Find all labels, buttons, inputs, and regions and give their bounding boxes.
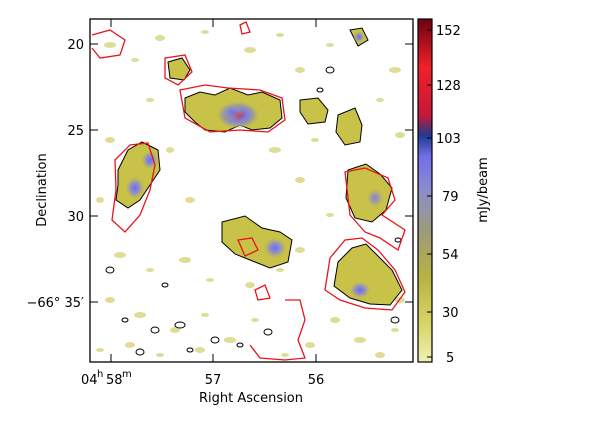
svg-text:58: 58 (106, 373, 123, 388)
colorbar-tick-label: 79 (442, 190, 459, 205)
svg-text:h: h (97, 369, 103, 380)
colorbar-tick-label: 54 (442, 248, 459, 263)
y-tick-label: −66° 35′ (26, 296, 84, 311)
y-axis-title: Declination (35, 153, 50, 227)
colorbar (417, 18, 433, 363)
map-panel (90, 19, 413, 362)
bright-cores (125, 31, 384, 299)
y-tick-label: 20 (67, 38, 84, 53)
svg-text:04: 04 (81, 373, 98, 388)
x-tick-label: 57 (205, 373, 222, 388)
colorbar-tick-label: 103 (436, 132, 461, 147)
colorbar-tick-label: 30 (442, 306, 459, 321)
x-tick-label-04h58m: 04 h 58 m (81, 369, 132, 388)
y-tick-label: 30 (67, 210, 84, 225)
x-tick-label: 56 (308, 373, 325, 388)
red-contours (91, 21, 406, 361)
plot-frame (89, 18, 414, 363)
colorbar-tick-label: 5 (446, 351, 454, 366)
y-tick-label: 25 (67, 124, 84, 139)
diffuse-emission (96, 30, 405, 358)
colorbar-unit-label: mJy/beam (476, 157, 491, 222)
colorbar-tick-label: 128 (436, 79, 461, 94)
colorbar-tick-label: 152 (436, 24, 461, 39)
x-axis-title: Right Ascension (199, 391, 303, 406)
black-contours (105, 66, 402, 356)
svg-text:m: m (122, 369, 132, 380)
